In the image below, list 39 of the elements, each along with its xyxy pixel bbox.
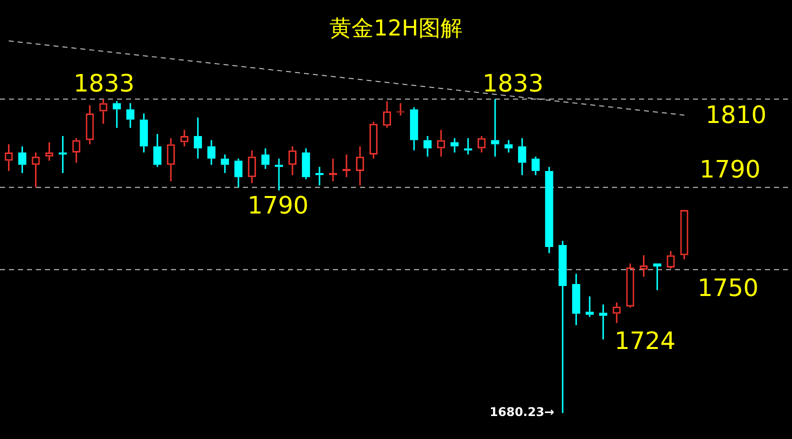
candlestick [599,304,608,340]
annotation: 1833 [73,69,135,98]
annotation: 1790 [247,192,309,220]
candlestick [315,166,324,186]
candlestick [450,137,459,154]
candlestick [504,139,513,154]
candlestick [302,148,310,180]
candlestick [234,158,242,188]
candlestick [328,158,338,182]
annotation: 1750 [697,274,759,302]
candlestick [653,263,662,291]
candlestick [491,98,500,158]
candlestick [220,154,229,174]
candlestick [18,146,26,174]
candlestick [586,296,594,318]
candlestick [464,137,472,156]
candlestick [545,166,554,254]
candlestick [410,106,418,152]
candlestick [572,272,580,326]
candlestick [153,133,162,168]
candlestick [342,154,351,178]
annotation: 1680.23→ [490,405,554,420]
annotation: 1724 [614,327,676,356]
candlestick [274,158,284,192]
candlestick [140,112,148,154]
candlestick [126,102,134,129]
annotation: 1790 [699,156,761,184]
candlestick [558,240,567,414]
candlestick [518,137,526,176]
text: 1810 [705,101,767,130]
candlestick [207,139,216,166]
annotation: 1833 [482,69,544,98]
candlestick [112,100,121,129]
candlestick [261,148,270,170]
candlestick [194,116,202,160]
chart-title: 黄金12H图解 [330,16,462,42]
candlestick [424,135,432,158]
candlestick [532,156,540,176]
candlestick [58,135,67,174]
